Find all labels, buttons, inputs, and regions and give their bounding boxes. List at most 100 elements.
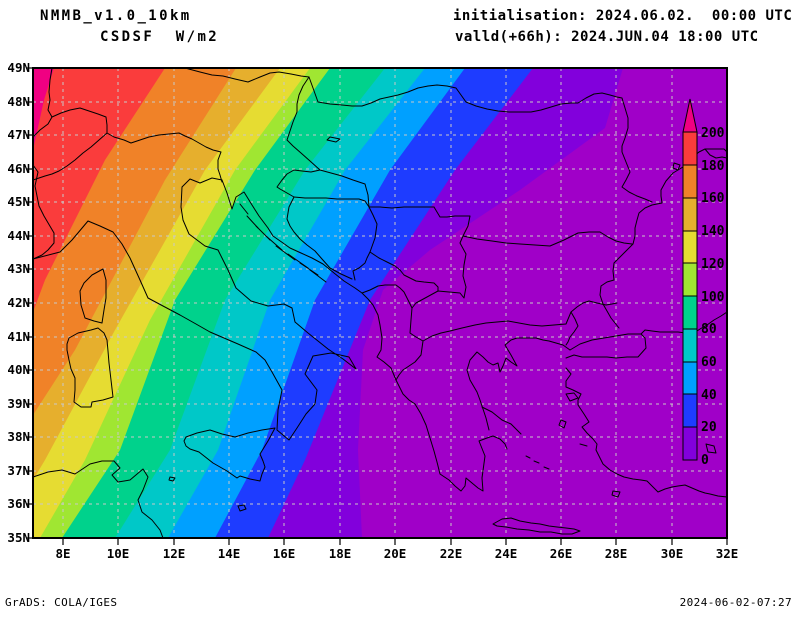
lon-label: 30E	[661, 546, 684, 561]
colorbar-label: 0	[701, 453, 709, 468]
colorbar-seg-60-80	[682, 328, 698, 363]
evros-border	[565, 311, 579, 346]
lat-label: 38N	[7, 429, 30, 444]
colorbar-seg-180-200	[682, 131, 698, 166]
lat-label: 35N	[7, 530, 30, 545]
sicily	[183, 427, 276, 482]
lon-axis: 8E 10E 12E 14E 16E 18E 20E 22E 24E 26E 2…	[55, 546, 738, 561]
colorbar-label: 60	[701, 355, 717, 370]
colorbar-seg-0-20	[682, 426, 698, 461]
northern-borders	[184, 68, 653, 203]
colorbar-label: 160	[701, 191, 725, 206]
colorbar-seg-160-180	[682, 164, 698, 199]
coastlines-borders	[33, 68, 727, 538]
blacksea-west-coast	[599, 148, 727, 329]
lat-label: 46N	[7, 161, 30, 176]
lon-label: 18E	[329, 546, 352, 561]
kosovo-border	[369, 251, 439, 292]
cyclades	[525, 443, 588, 470]
lon-label: 10E	[107, 546, 130, 561]
colorbar-label: 200	[701, 126, 725, 141]
swiss-south-border	[33, 132, 108, 181]
band-above-200	[33, 68, 54, 150]
lat-label: 44N	[7, 228, 30, 243]
lat-label: 41N	[7, 329, 30, 344]
austria-hungary-borders	[286, 76, 378, 281]
lon-label: 22E	[440, 546, 463, 561]
lat-label: 43N	[7, 261, 30, 276]
dnieper-estuary	[704, 148, 727, 159]
france-swiss-border	[33, 116, 53, 138]
bosnia-croatia-border	[276, 169, 321, 198]
lake-balaton	[326, 136, 341, 143]
malta	[237, 504, 247, 512]
euboea	[481, 406, 522, 435]
colorbar-label: 120	[701, 257, 725, 272]
montenegro-albania-border	[361, 284, 413, 309]
tunisia-coast	[33, 460, 164, 538]
lon-label: 32E	[716, 546, 739, 561]
render-timestamp: 2024-06-02-07:27	[679, 596, 792, 609]
variable-title: CSDSF W/m2	[100, 29, 220, 45]
danube-border	[462, 231, 633, 247]
turkey-aegean-coast	[565, 367, 727, 498]
colorbar-label: 80	[701, 322, 717, 337]
danube-delta-lagoon	[672, 162, 681, 171]
colorbar-label: 20	[701, 420, 717, 435]
marmara-blacksea-coast	[565, 311, 727, 359]
colorbar-label: 140	[701, 224, 725, 239]
colorbar-seg-40-60	[682, 361, 698, 395]
colorbar-seg-20-40	[682, 393, 698, 428]
lat-label: 45N	[7, 194, 30, 209]
vojvodina-border	[368, 206, 435, 209]
colorbar-seg-140-160	[682, 197, 698, 232]
init-time-label: initialisation: 2024.06.02. 00:00 UTC	[453, 8, 793, 24]
colorbar-seg-80-100	[682, 295, 698, 330]
colorbar-label: 180	[701, 159, 725, 174]
greece-east-coast	[466, 337, 571, 431]
lon-label: 28E	[605, 546, 628, 561]
colorbar-seg-100-120	[682, 262, 698, 297]
lat-label: 47N	[7, 127, 30, 142]
graticule	[33, 68, 727, 538]
corsica	[79, 268, 107, 324]
band-180-200	[33, 68, 165, 312]
colorbar-seg-120-140	[682, 230, 698, 264]
lon-label: 14E	[218, 546, 241, 561]
colorbar-label: 40	[701, 388, 717, 403]
lake-beysehir	[705, 443, 717, 454]
sava-border	[293, 196, 370, 208]
axis-ticks	[26, 67, 728, 545]
rhodes	[611, 490, 621, 498]
lat-label: 37N	[7, 463, 30, 478]
marmara-north-shore	[569, 333, 642, 351]
lat-label: 36N	[7, 496, 30, 511]
sardinia	[66, 327, 114, 408]
lon-label: 16E	[273, 546, 296, 561]
valid-time-label: valld(+66h): 2024.JUN.04 18:00 UTC	[455, 29, 759, 45]
lat-label: 48N	[7, 94, 30, 109]
lesbos	[565, 392, 579, 402]
italy-coast	[33, 177, 357, 441]
bosnia-west-border	[286, 196, 353, 280]
serbia-bulgaria-borders	[395, 206, 471, 381]
lon-label: 26E	[550, 546, 573, 561]
greece-north-border	[422, 300, 618, 342]
lon-label: 8E	[55, 546, 70, 561]
lat-axis: 49N 48N 47N 46N 45N 44N 43N 42N 41N 40N …	[7, 60, 30, 545]
adriatic-balkan-coast	[221, 179, 508, 492]
france-italy-border	[33, 164, 55, 260]
lon-label: 12E	[163, 546, 186, 561]
colorbar-label: 100	[701, 290, 725, 305]
lat-label: 49N	[7, 60, 30, 75]
croatian-islands	[239, 203, 327, 283]
lon-label: 24E	[495, 546, 518, 561]
crete	[492, 517, 581, 535]
lat-label: 39N	[7, 396, 30, 411]
grads-credit: GrADS: COLA/IGES	[5, 596, 118, 609]
pantelleria	[168, 476, 176, 482]
model-title: NMMB_v1.0_10km	[40, 8, 192, 24]
lon-label: 20E	[384, 546, 407, 561]
